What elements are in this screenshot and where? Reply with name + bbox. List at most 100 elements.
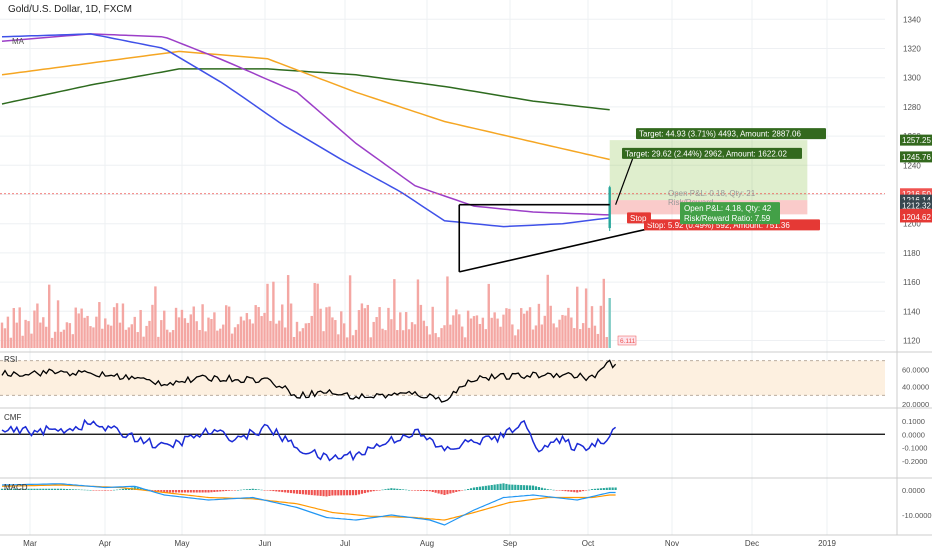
macd-histogram-bar	[104, 490, 107, 491]
volume-bar	[396, 330, 399, 348]
macd-histogram-bar	[133, 487, 136, 490]
volume-bar	[407, 329, 411, 348]
volume-bar	[579, 329, 582, 348]
volume-bar	[86, 315, 89, 348]
price-tick-label: 1300	[903, 74, 921, 83]
volume-bar	[24, 319, 27, 348]
volume-bar	[166, 329, 169, 348]
price-tag-bg	[900, 134, 932, 146]
pnl-box-bg	[680, 202, 780, 225]
volume-bar	[537, 303, 541, 348]
macd-label: MACD	[4, 483, 28, 492]
volume-bar	[160, 320, 163, 348]
risk-reward-text: Risk/Reward Ratio: 7.59	[684, 214, 771, 223]
macd-histogram-bar	[160, 490, 163, 492]
macd-histogram-bar	[287, 490, 290, 493]
x-tick-label: Aug	[420, 539, 434, 548]
macd-histogram-bar	[505, 483, 508, 490]
volume-bar	[145, 325, 148, 348]
macd-histogram-bar	[446, 490, 449, 495]
volume-bar	[225, 305, 228, 348]
volume-bar	[331, 317, 334, 348]
volume-bar	[183, 318, 187, 348]
macd-histogram-bar	[275, 490, 278, 492]
macd-histogram-bar	[608, 487, 611, 490]
macd-histogram-bar	[540, 487, 543, 490]
macd-histogram-bar	[248, 489, 251, 490]
macd-histogram-bar	[413, 490, 417, 491]
macd-histogram-bar	[449, 490, 452, 494]
macd-histogram-bar	[434, 490, 437, 493]
volume-bar	[543, 315, 546, 348]
macd-histogram-bar	[537, 487, 540, 490]
rsi-line	[1, 359, 617, 403]
x-tick-label: Nov	[665, 539, 679, 548]
x-tick-label: Dec	[745, 539, 759, 548]
volume-bar	[77, 313, 80, 348]
x-tick-label: Jul	[340, 539, 350, 548]
macd-histogram-bar	[65, 489, 68, 490]
price-tag: 1204.62	[902, 213, 931, 222]
macd-histogram-bar	[15, 488, 18, 490]
macd-histogram-bar	[9, 488, 12, 490]
volume-bar	[561, 314, 564, 348]
volume-bar	[402, 330, 405, 348]
volume-bar	[319, 308, 322, 348]
macd-histogram-bar	[228, 490, 231, 491]
macd-histogram-bar	[614, 487, 617, 490]
pnl-text: Open P&L: 4.18, Qty: 42	[684, 204, 772, 213]
macd-histogram-bar	[493, 484, 496, 490]
cmf-tick: -0.2000	[902, 457, 927, 466]
macd-histogram-bar	[27, 488, 30, 490]
macd-line	[1, 483, 616, 526]
volume-bar	[127, 327, 131, 348]
hidden-pnl-text: Open P&L: 0.18, Qty: 21	[668, 189, 756, 198]
macd-histogram-bar	[83, 489, 86, 491]
x-tick-label: 2019	[818, 539, 836, 548]
macd-histogram-bar	[325, 490, 328, 497]
macd-histogram-bar	[198, 490, 201, 493]
volume-bar	[195, 321, 198, 348]
rsi-label: RSI	[4, 355, 17, 364]
volume-bar	[593, 325, 597, 348]
macd-histogram-bar	[455, 490, 458, 492]
macd-histogram-bar	[51, 488, 54, 490]
macd-histogram-bar	[154, 490, 157, 491]
macd-histogram-bar	[351, 490, 355, 496]
volume-bar	[71, 334, 74, 348]
volume-bar	[171, 330, 175, 348]
macd-histogram-bar	[186, 490, 189, 493]
macd-histogram-bar	[570, 490, 573, 492]
macd-histogram-bar	[490, 485, 493, 490]
macd-histogram-bar	[387, 488, 390, 490]
volume-bar	[15, 322, 18, 348]
volume-bar	[80, 308, 83, 348]
volume-bar	[118, 322, 122, 348]
macd-histogram-bar	[48, 488, 51, 490]
volume-bar	[121, 303, 125, 348]
macd-histogram-bar	[526, 485, 529, 490]
volume-bar	[139, 309, 142, 348]
macd-histogram-bar	[363, 490, 366, 494]
ma-line	[1, 33, 610, 228]
macd-histogram-bar	[301, 490, 304, 495]
macd-histogram-bar	[54, 488, 57, 490]
volume-bar	[89, 326, 92, 348]
volume-bar	[239, 316, 243, 348]
volume-bar	[295, 321, 299, 348]
macd-histogram-bar	[115, 489, 119, 491]
volume-bar	[437, 337, 440, 348]
volume-bar	[404, 312, 408, 348]
volume-bar	[248, 319, 251, 348]
volume-bar	[9, 337, 13, 348]
macd-histogram-bar	[555, 490, 558, 491]
macd-histogram-bar	[169, 490, 172, 493]
volume-bar	[499, 326, 502, 348]
macd-histogram-bar	[567, 490, 570, 492]
volume-bar	[608, 298, 611, 348]
volume-bar	[65, 322, 69, 348]
volume-bar	[210, 319, 213, 348]
macd-histogram-bar	[475, 487, 479, 490]
